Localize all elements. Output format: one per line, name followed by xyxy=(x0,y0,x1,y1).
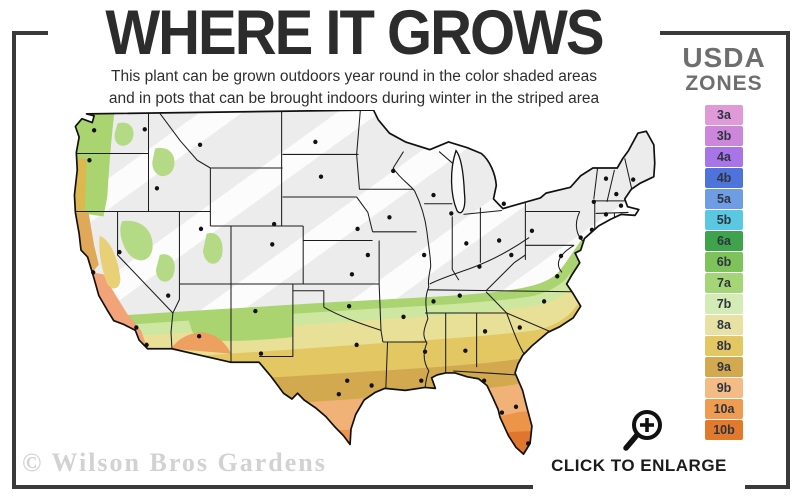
legend-title-usda: USDA xyxy=(682,42,766,73)
legend-zone-8b: 8b xyxy=(705,336,743,357)
legend-zone-10a: 10a xyxy=(705,399,743,420)
legend-zone-9a: 9a xyxy=(705,357,743,378)
legend-zone-3a: 3a xyxy=(705,105,743,126)
watermark: © Wilson Bros Gardens xyxy=(22,448,327,477)
usda-zones-legend: USDA ZONES 3a 3b 4a 4b 5a 5b 6a 6b 7a 7b 8a 8b 9a 9b 1… xyxy=(670,44,778,441)
click-to-enlarge-button[interactable]: CLICK TO ENLARGE xyxy=(533,454,745,489)
legend-title-zones: ZONES xyxy=(685,72,763,95)
lake-michigan xyxy=(450,149,466,214)
subtitle-line-1: This plant can be grown outdoors year ro… xyxy=(111,68,597,85)
legend-zone-6a: 6a xyxy=(705,231,743,252)
city-dots xyxy=(87,127,636,446)
legend-zone-6b: 6b xyxy=(705,252,743,273)
us-outline xyxy=(73,109,656,456)
legend-zone-9b: 9b xyxy=(705,378,743,399)
legend-zone-5a: 5a xyxy=(705,189,743,210)
page-title: WHERE IT GROWS xyxy=(105,0,604,68)
legend-zone-5b: 5b xyxy=(705,210,743,231)
subtitle: This plant can be grown outdoors year ro… xyxy=(48,66,660,111)
header: WHERE IT GROWS This plant can be grown o… xyxy=(48,0,660,115)
legend-zone-list: 3a 3b 4a 4b 5a 5b 6a 6b 7a 7b 8a 8b 9a 9b 10a 10b xyxy=(670,105,778,441)
legend-zone-7a: 7a xyxy=(705,273,743,294)
subtitle-line-2: and in pots that can be brought indoors … xyxy=(108,90,600,108)
legend-zone-3b: 3b xyxy=(705,126,743,147)
legend-zone-10b: 10b xyxy=(705,420,743,441)
us-map-svg xyxy=(73,109,656,456)
state-borders xyxy=(75,110,633,393)
legend-zone-7b: 7b xyxy=(705,294,743,315)
usda-zone-map[interactable] xyxy=(66,109,666,458)
legend-zone-4b: 4b xyxy=(705,168,743,189)
legend-zone-4a: 4a xyxy=(705,147,743,168)
magnifier-plus-icon[interactable] xyxy=(617,406,669,458)
west-coast-zones xyxy=(74,110,293,354)
legend-zone-8a: 8a xyxy=(705,315,743,336)
